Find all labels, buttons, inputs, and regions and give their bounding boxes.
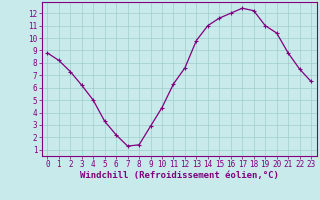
X-axis label: Windchill (Refroidissement éolien,°C): Windchill (Refroidissement éolien,°C) (80, 171, 279, 180)
